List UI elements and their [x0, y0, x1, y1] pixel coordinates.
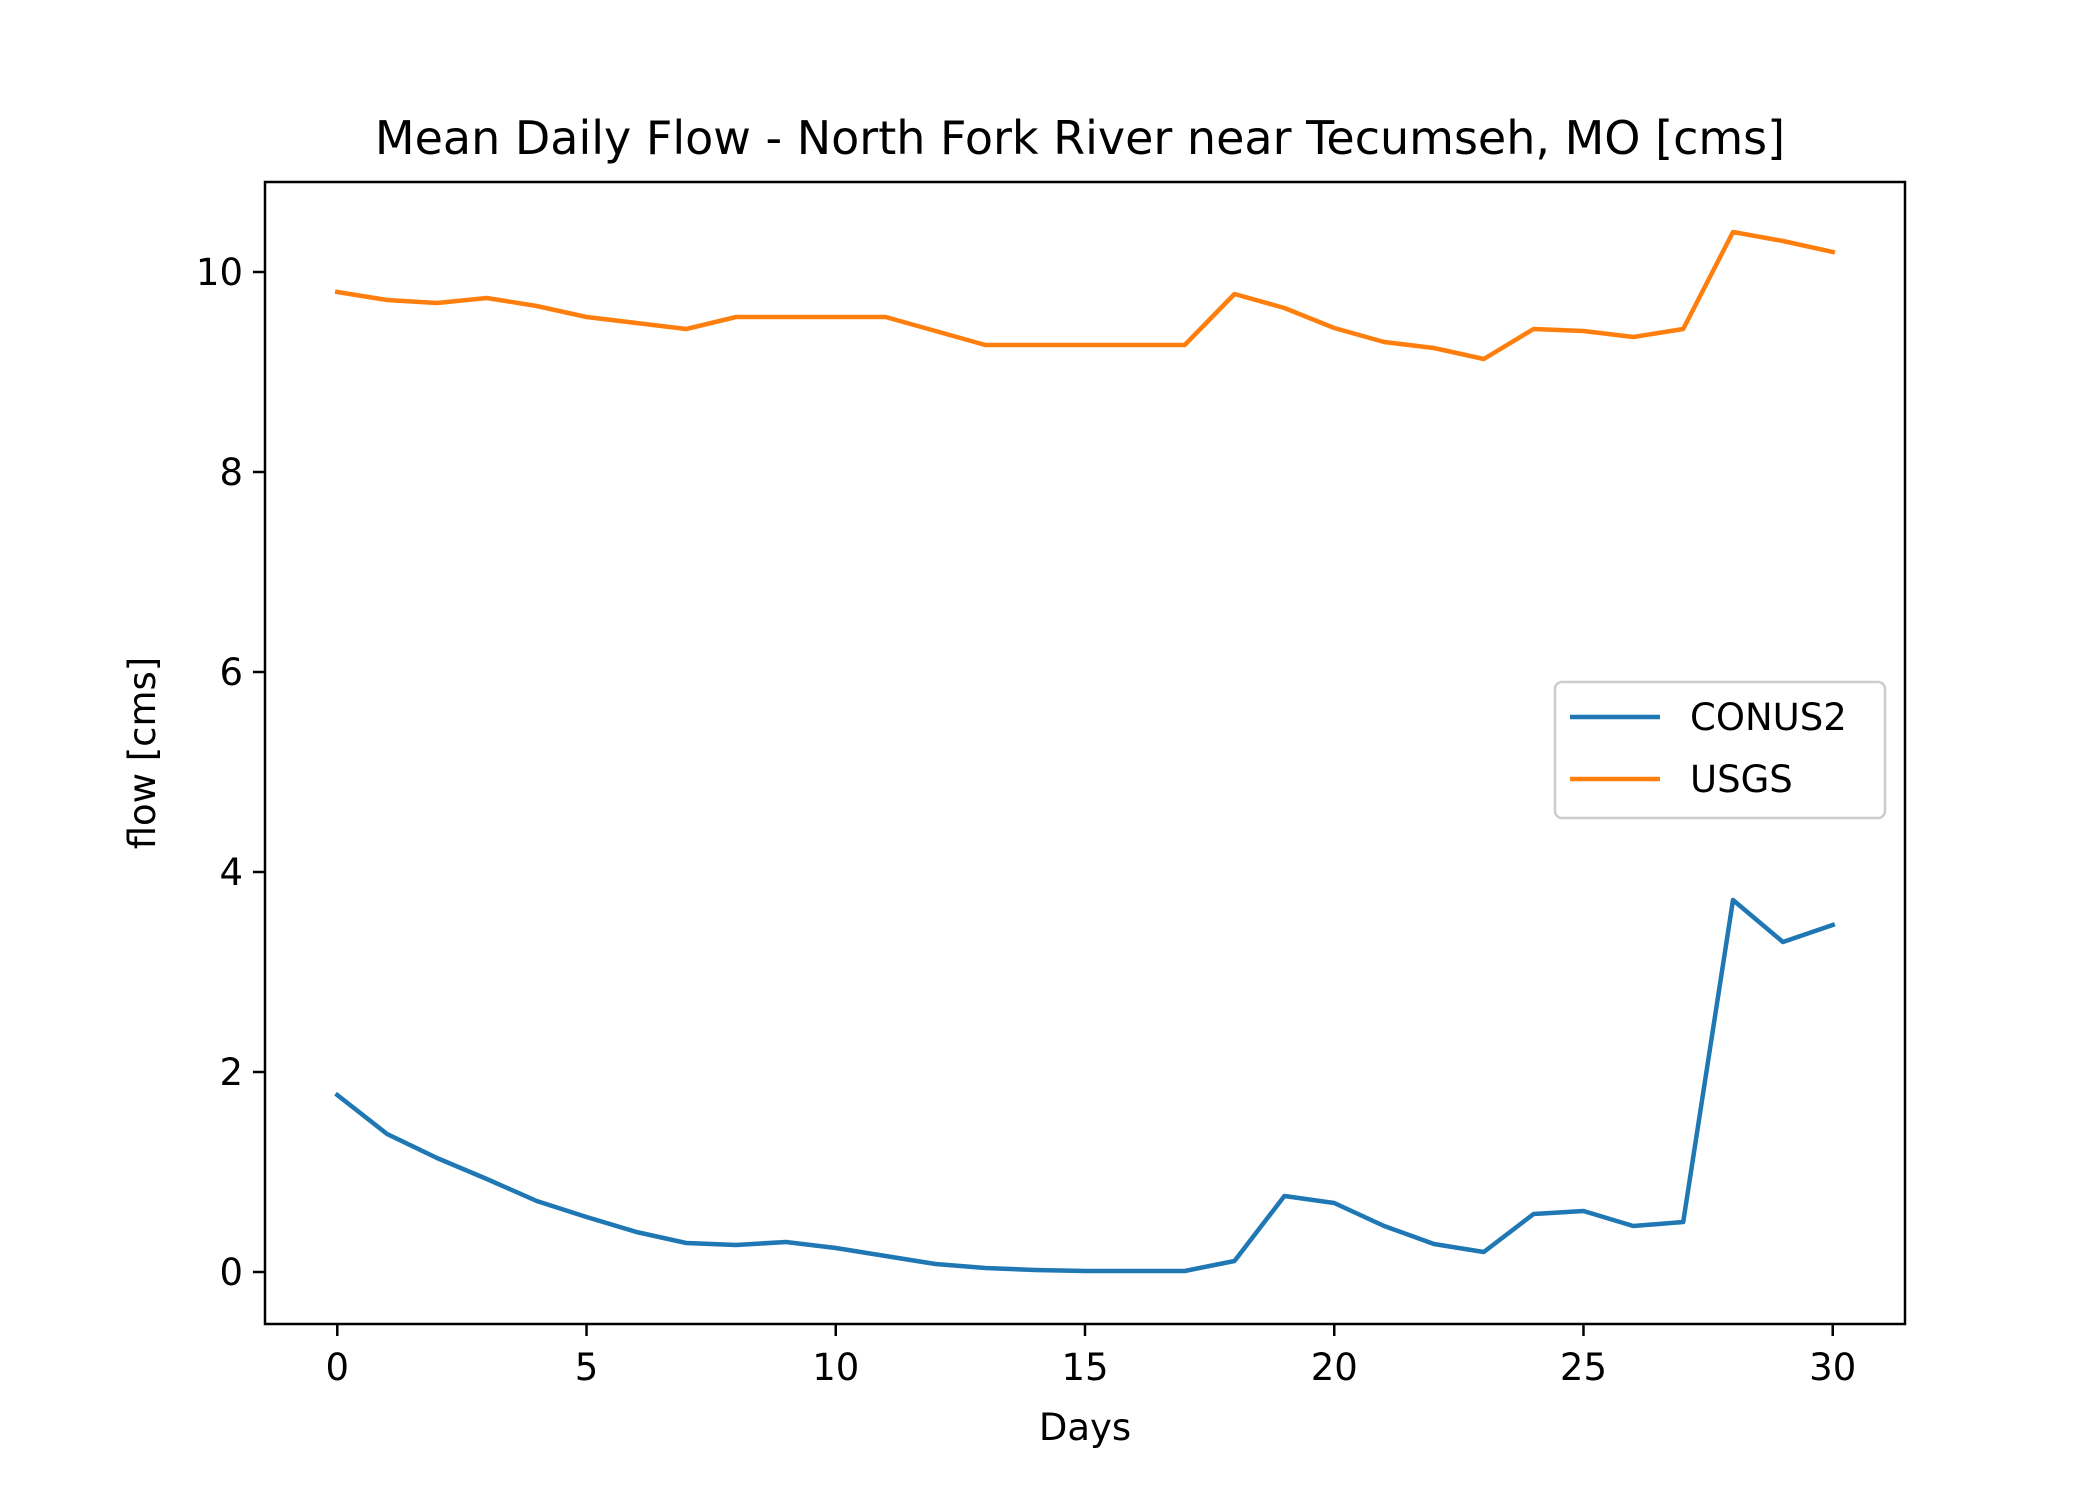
y-tick-label: 2	[219, 1051, 243, 1094]
series-layer	[334, 229, 1836, 1274]
x-axis-label: Days	[1039, 1406, 1131, 1449]
legend-label-usgs: USGS	[1690, 758, 1793, 801]
x-tick-label: 30	[1809, 1346, 1856, 1389]
x-tick-label: 10	[812, 1346, 859, 1389]
y-tick-label: 8	[219, 451, 243, 494]
chart-title: Mean Daily Flow - North Fork River near …	[375, 111, 1785, 165]
x-axis: 0 5 10 15 20 25 30	[326, 1324, 1856, 1389]
y-tick-label: 10	[196, 251, 243, 294]
x-tick-label: 0	[326, 1346, 350, 1389]
x-tick-label: 15	[1061, 1346, 1108, 1389]
series-line-usgs	[334, 229, 1836, 362]
y-tick-label: 6	[219, 651, 243, 694]
y-axis-label: flow [cms]	[121, 657, 164, 850]
legend-label-conus2: CONUS2	[1690, 696, 1847, 739]
y-tick-label: 0	[219, 1251, 243, 1294]
x-tick-label: 25	[1560, 1346, 1607, 1389]
y-tick-label: 4	[219, 851, 243, 894]
y-axis: 0 2 4 6 8 10	[196, 251, 265, 1294]
legend: CONUS2 USGS	[1553, 680, 1887, 820]
x-tick-label: 20	[1311, 1346, 1358, 1389]
x-tick-label: 5	[575, 1346, 599, 1389]
series-line-conus2	[334, 897, 1836, 1274]
